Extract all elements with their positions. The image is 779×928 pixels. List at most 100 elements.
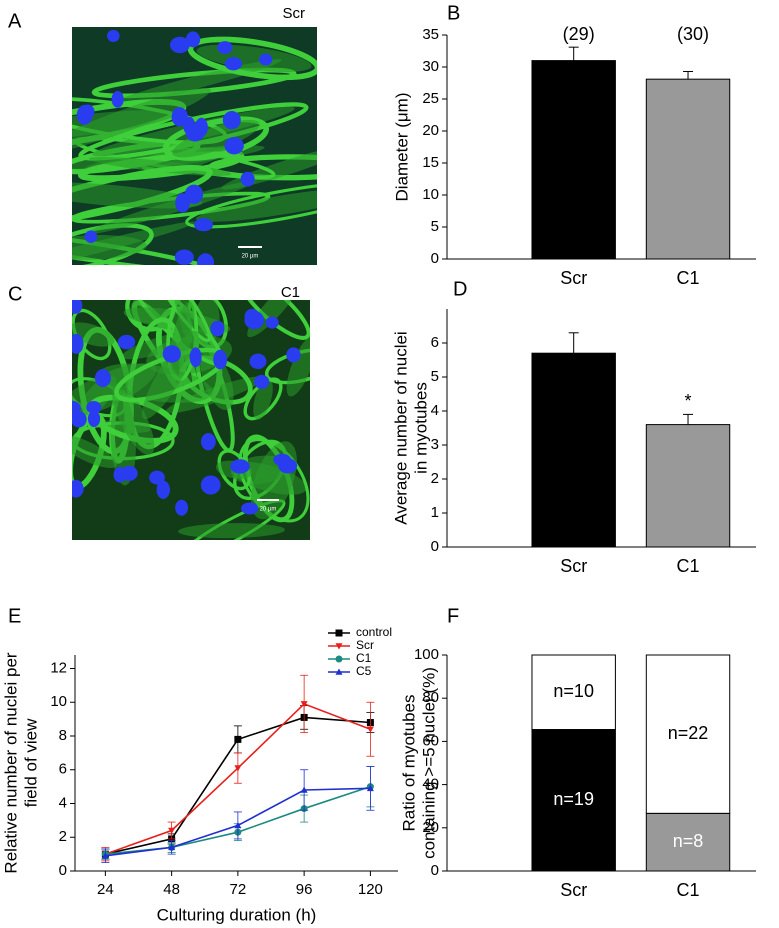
y-tick-label: 4 bbox=[59, 794, 67, 811]
nucleus bbox=[184, 184, 204, 204]
nucleus bbox=[224, 57, 243, 71]
myotube bbox=[77, 151, 243, 182]
annotation: (30) bbox=[677, 24, 709, 44]
legend-label: C5 bbox=[356, 664, 372, 678]
nucleus bbox=[259, 53, 273, 66]
myotube-body bbox=[196, 187, 317, 222]
nucleus bbox=[222, 111, 241, 130]
bar-segment bbox=[531, 729, 616, 872]
segment-label: n=19 bbox=[553, 789, 594, 809]
myotube bbox=[185, 181, 317, 229]
nucleus bbox=[194, 218, 213, 232]
myotube-body bbox=[200, 349, 234, 411]
bar-segment bbox=[645, 654, 731, 814]
nucleus bbox=[76, 104, 93, 125]
marker bbox=[101, 852, 109, 859]
x-tick-label: Scr bbox=[560, 556, 587, 576]
myotube-body bbox=[72, 182, 203, 209]
y-tick-label: 6 bbox=[431, 334, 439, 351]
y-tick-label: 35 bbox=[422, 26, 439, 43]
myotube bbox=[162, 116, 270, 161]
y-tick-label: 10 bbox=[422, 186, 439, 203]
x-tick-label: Scr bbox=[560, 268, 587, 288]
y-tick-label: 8 bbox=[59, 727, 67, 744]
segment-label: n=8 bbox=[673, 831, 704, 851]
nucleus bbox=[72, 479, 84, 498]
myotube-body bbox=[72, 322, 115, 347]
nucleus bbox=[254, 374, 270, 389]
legend-label: C1 bbox=[356, 651, 372, 665]
nucleus bbox=[286, 347, 301, 363]
panel-letter: C bbox=[8, 283, 22, 305]
myotube-body bbox=[72, 87, 211, 154]
bar-segment bbox=[645, 812, 731, 872]
x-tick-label: C1 bbox=[677, 268, 700, 288]
nucleus bbox=[189, 347, 202, 368]
nucleus bbox=[240, 171, 255, 187]
nucleus bbox=[224, 137, 244, 155]
x-tick-label: C1 bbox=[677, 880, 700, 900]
myotube bbox=[150, 300, 212, 343]
myotube-body bbox=[178, 523, 285, 539]
annotation: (29) bbox=[563, 24, 595, 44]
y-tick-label: 30 bbox=[422, 58, 439, 75]
nucleus bbox=[111, 90, 124, 108]
myotube-body bbox=[72, 434, 117, 469]
y-axis-label: in myotubes bbox=[411, 382, 430, 474]
nucleus bbox=[265, 316, 279, 329]
x-tick-label: 72 bbox=[230, 881, 247, 898]
y-tick-label: 12 bbox=[50, 659, 67, 676]
scale-bar-label: 20 µm bbox=[242, 254, 259, 260]
myotube-body bbox=[88, 156, 232, 176]
myotube-body bbox=[111, 383, 155, 456]
y-tick-label: 20 bbox=[422, 122, 439, 139]
myotube-body bbox=[172, 119, 260, 158]
myotube-body bbox=[286, 336, 310, 397]
micrograph bbox=[72, 300, 310, 540]
nucleus bbox=[72, 411, 87, 428]
marker bbox=[234, 765, 242, 772]
x-tick-label: Scr bbox=[560, 880, 587, 900]
x-tick-label: 24 bbox=[97, 881, 114, 898]
x-axis-label: Culturing duration (h) bbox=[157, 905, 317, 924]
nucleus bbox=[156, 480, 170, 499]
nucleus bbox=[149, 470, 165, 485]
panel-letter: E bbox=[8, 605, 21, 627]
y-tick-label: 2 bbox=[59, 828, 67, 845]
nucleus bbox=[200, 475, 221, 495]
marker bbox=[366, 784, 374, 792]
nucleus bbox=[162, 345, 181, 363]
nucleus bbox=[120, 465, 138, 481]
y-axis-label: Ratio of myotubes bbox=[399, 694, 418, 831]
y-axis-label: Diameter (μm) bbox=[392, 93, 411, 202]
y-tick-label: 0 bbox=[59, 862, 67, 879]
nucleus bbox=[200, 433, 216, 451]
nucleus bbox=[217, 41, 233, 54]
x-tick-label: 48 bbox=[163, 881, 180, 898]
nucleus bbox=[106, 29, 120, 42]
nucleus bbox=[72, 333, 84, 354]
bar-segment bbox=[531, 654, 616, 731]
myotube bbox=[72, 223, 154, 265]
myotube bbox=[187, 36, 317, 81]
annotation: * bbox=[685, 391, 692, 411]
nucleus bbox=[230, 459, 250, 474]
nucleus bbox=[86, 401, 102, 414]
y-axis-label: field of view bbox=[21, 718, 40, 808]
nucleus bbox=[197, 253, 215, 265]
y-tick-label: 0 bbox=[431, 250, 439, 267]
nucleus bbox=[171, 107, 188, 127]
bar bbox=[645, 78, 731, 260]
y-tick-label: 6 bbox=[59, 761, 67, 778]
marker bbox=[300, 786, 308, 793]
legend-marker bbox=[335, 643, 343, 650]
nucleus bbox=[273, 453, 291, 466]
image-label: C1 bbox=[281, 284, 300, 301]
nucleus bbox=[72, 300, 83, 314]
nucleus bbox=[185, 123, 205, 142]
legend-marker bbox=[335, 668, 343, 675]
y-tick-label: 1 bbox=[431, 504, 439, 521]
segment-label: n=10 bbox=[553, 681, 594, 701]
panel-letter: A bbox=[8, 10, 22, 32]
